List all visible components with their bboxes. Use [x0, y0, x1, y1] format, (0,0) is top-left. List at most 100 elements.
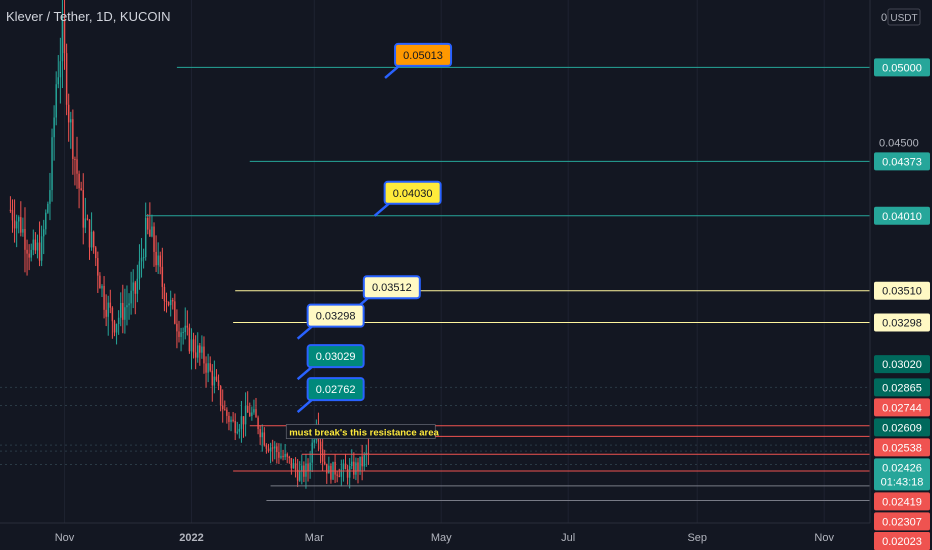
candle-body[interactable] [95, 247, 97, 259]
candle-body[interactable] [22, 229, 24, 233]
candle-body[interactable] [184, 325, 186, 333]
candle-body[interactable] [53, 117, 55, 138]
candle-body[interactable] [207, 363, 209, 373]
candle-body[interactable] [117, 317, 120, 325]
candle-body[interactable] [284, 453, 286, 458]
candle-body[interactable] [259, 429, 261, 438]
candle-body[interactable] [298, 471, 301, 481]
candle-body[interactable] [36, 242, 39, 251]
candle-body[interactable] [144, 217, 147, 258]
candle-body[interactable] [353, 461, 355, 475]
candle-body[interactable] [128, 303, 130, 306]
candle-body[interactable] [319, 441, 322, 450]
candle-body[interactable] [67, 104, 70, 123]
price-tag[interactable] [874, 512, 930, 531]
candle-body[interactable] [45, 212, 47, 230]
candle-body[interactable] [34, 239, 37, 251]
candle-body[interactable] [28, 253, 30, 258]
candle-body[interactable] [269, 447, 272, 452]
candle-body[interactable] [51, 137, 53, 191]
candle-body[interactable] [242, 416, 245, 425]
candle-body[interactable] [61, 19, 64, 62]
price-tag[interactable] [874, 492, 930, 511]
candle-body[interactable] [323, 461, 326, 464]
candle-body[interactable] [70, 119, 72, 123]
candle-body[interactable] [182, 332, 184, 334]
currency-badge[interactable] [887, 8, 921, 26]
candle-body[interactable] [105, 309, 107, 317]
candle-body[interactable] [76, 159, 78, 174]
candle-body[interactable] [165, 301, 168, 303]
candle-body[interactable] [163, 286, 166, 302]
candle-body[interactable] [169, 299, 172, 306]
candle-body[interactable] [90, 231, 93, 248]
candle-body[interactable] [78, 173, 80, 189]
candle-body[interactable] [280, 455, 282, 458]
candle-body[interactable] [261, 432, 263, 438]
candle-body[interactable] [290, 458, 293, 469]
candle-body[interactable] [340, 469, 343, 477]
candle-body[interactable] [180, 332, 182, 337]
candle-body[interactable] [84, 218, 87, 228]
candle-body[interactable] [346, 469, 349, 478]
candle-body[interactable] [228, 415, 230, 422]
candle-body[interactable] [246, 405, 249, 413]
price-tag[interactable] [874, 58, 930, 77]
candle-body[interactable] [9, 209, 12, 211]
candle-body[interactable] [130, 290, 132, 304]
candle-body[interactable] [136, 278, 139, 294]
candle-body[interactable] [311, 442, 313, 463]
candle-body[interactable] [55, 84, 57, 118]
candle-body[interactable] [267, 448, 270, 452]
candle-body[interactable] [274, 446, 276, 449]
candle-body[interactable] [47, 203, 49, 213]
candle-body[interactable] [59, 61, 62, 78]
candle-body[interactable] [226, 409, 228, 416]
price-tag[interactable] [874, 398, 930, 417]
candle-body[interactable] [65, 53, 68, 105]
candle-body[interactable] [24, 229, 26, 250]
price-tag[interactable] [874, 378, 930, 397]
candle-body[interactable] [240, 416, 243, 429]
price-tag[interactable] [874, 355, 930, 374]
candle-body[interactable] [151, 226, 153, 237]
candle-body[interactable] [101, 285, 103, 289]
candle-body[interactable] [88, 219, 91, 248]
candle-body[interactable] [26, 249, 28, 254]
price-tag[interactable] [874, 206, 930, 225]
callout-box-yellow[interactable] [383, 180, 442, 205]
candle-body[interactable] [211, 370, 214, 386]
candle-body[interactable] [74, 158, 76, 160]
candle-body[interactable] [107, 302, 109, 317]
candle-body[interactable] [142, 257, 145, 259]
candle-body[interactable] [174, 301, 176, 324]
candle-body[interactable] [359, 456, 361, 471]
candle-body[interactable] [176, 323, 178, 332]
candle-body[interactable] [157, 255, 159, 266]
candle-body[interactable] [363, 455, 365, 467]
candle-body[interactable] [194, 352, 197, 358]
candle-body[interactable] [103, 285, 105, 310]
candle-body[interactable] [186, 325, 189, 328]
candle-body[interactable] [219, 385, 222, 406]
candle-body[interactable] [122, 302, 124, 320]
candle-body[interactable] [99, 275, 101, 289]
candle-body[interactable] [167, 301, 170, 306]
candle-body[interactable] [334, 461, 336, 475]
candle-body[interactable] [348, 466, 351, 478]
candle-body[interactable] [115, 324, 118, 333]
candle-body[interactable] [328, 465, 330, 474]
candle-body[interactable] [249, 412, 251, 416]
candle-body[interactable] [271, 447, 274, 449]
candle-body[interactable] [153, 226, 155, 252]
candle-body[interactable] [149, 229, 151, 237]
candle-body[interactable] [92, 231, 95, 248]
candle-body[interactable] [32, 239, 35, 250]
candle-body[interactable] [282, 455, 284, 458]
candle-body[interactable] [344, 463, 347, 470]
candle-body[interactable] [321, 449, 324, 462]
callout-box-orange[interactable] [394, 42, 453, 67]
price-tag[interactable] [874, 438, 930, 457]
callout-box-cream[interactable] [306, 303, 365, 328]
candle-body[interactable] [109, 302, 112, 308]
